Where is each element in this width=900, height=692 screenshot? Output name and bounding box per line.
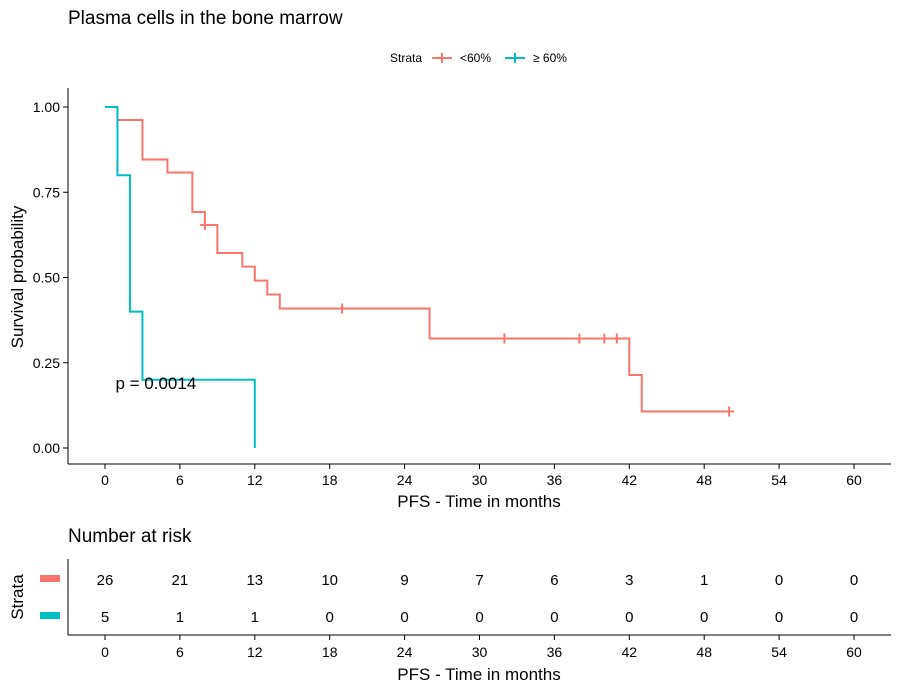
risk-cell: 0: [475, 609, 483, 626]
y-axis-label: Survival probability: [8, 205, 27, 348]
risk-y-axis-label: Strata: [8, 574, 27, 620]
risk-x-tick-label: 60: [846, 644, 862, 660]
legend-label: ≥ 60%: [533, 51, 567, 65]
x-tick-label: 0: [101, 472, 109, 488]
risk-cell: 0: [775, 572, 783, 589]
risk-cell: 9: [400, 572, 408, 589]
x-tick-label: 18: [322, 472, 338, 488]
x-tick-label: 36: [547, 472, 563, 488]
risk-cell: 7: [475, 572, 483, 589]
y-tick-label: 0.75: [33, 184, 60, 200]
censor-mark: [599, 333, 610, 344]
risk-cell: 0: [850, 609, 858, 626]
risk-table: Number at risk Strata PFS - Time in mont…: [8, 526, 891, 684]
risk-x-tick-label: 36: [547, 644, 563, 660]
x-tick-label: 12: [247, 472, 263, 488]
risk-x-axis-label: PFS - Time in months: [397, 665, 560, 684]
y-tick-label: 1.00: [33, 99, 60, 115]
risk-x-tick-label: 12: [247, 644, 263, 660]
risk-cell: 10: [321, 572, 338, 589]
x-tick-label: 48: [696, 472, 712, 488]
x-axis-label: PFS - Time in months: [397, 492, 560, 511]
p-value-annotation: p = 0.0014: [115, 374, 196, 393]
risk-cell: 0: [326, 609, 334, 626]
censor-mark: [199, 219, 210, 230]
risk-x-tick-label: 6: [176, 644, 184, 660]
risk-cell: 6: [550, 572, 558, 589]
risk-x-tick-label: 54: [771, 644, 787, 660]
survival-curve-series-1: [105, 106, 256, 448]
x-tick-label: 60: [846, 472, 862, 488]
censor-mark: [611, 333, 622, 344]
risk-x-tick-label: 0: [101, 644, 109, 660]
risk-cell: 0: [400, 609, 408, 626]
survival-curves: [105, 106, 735, 448]
legend-label: <60%: [460, 51, 491, 65]
km-plot-title: Plasma cells in the bone marrow: [68, 8, 343, 29]
risk-cell: 26: [97, 572, 114, 589]
censor-mark: [724, 406, 735, 417]
y-tick-label: 0.50: [33, 270, 60, 286]
x-tick-label: 30: [472, 472, 488, 488]
risk-x-tick-label: 48: [696, 644, 712, 660]
risk-cell: 1: [700, 572, 708, 589]
risk-cell: 0: [700, 609, 708, 626]
censor-mark: [499, 333, 510, 344]
risk-cell: 0: [850, 572, 858, 589]
y-tick-label: 0.00: [33, 440, 60, 456]
risk-cell: 0: [775, 609, 783, 626]
survival-curve-series-0: [105, 106, 730, 413]
x-tick-label: 24: [397, 472, 413, 488]
risk-x-tick-label: 42: [622, 644, 638, 660]
risk-cell: 21: [172, 572, 189, 589]
legend-item: ≥ 60%: [505, 51, 567, 65]
risk-x-tick-label: 30: [472, 644, 488, 660]
risk-cell: 3: [625, 572, 633, 589]
risk-x-tick-label: 24: [397, 644, 413, 660]
risk-row-key: [40, 575, 60, 582]
risk-cell: 1: [176, 609, 184, 626]
legend-item: <60%: [432, 51, 491, 65]
km-axes: 0 6 12 18 24 30 36 42 48 54 60 0.00 0.25 0.50 0.75 1.0…: [33, 88, 891, 488]
risk-cell: 13: [246, 572, 263, 589]
x-tick-label: 42: [622, 472, 638, 488]
risk-table-title: Number at risk: [68, 526, 192, 547]
censor-mark: [337, 303, 348, 314]
censor-mark: [574, 333, 585, 344]
risk-cell: 1: [251, 609, 259, 626]
x-tick-label: 54: [771, 472, 787, 488]
risk-x-tick-label: 18: [322, 644, 338, 660]
legend-title: Strata: [390, 51, 422, 65]
x-tick-label: 6: [176, 472, 184, 488]
km-plot: Plasma cells in the bone marrow Strata <…: [8, 8, 891, 511]
risk-row-key: [40, 612, 60, 619]
y-tick-label: 0.25: [33, 355, 60, 371]
risk-cell: 5: [101, 609, 109, 626]
risk-cell: 0: [550, 609, 558, 626]
legend: Strata <60% ≥ 60%: [390, 51, 567, 65]
risk-cell: 0: [625, 609, 633, 626]
